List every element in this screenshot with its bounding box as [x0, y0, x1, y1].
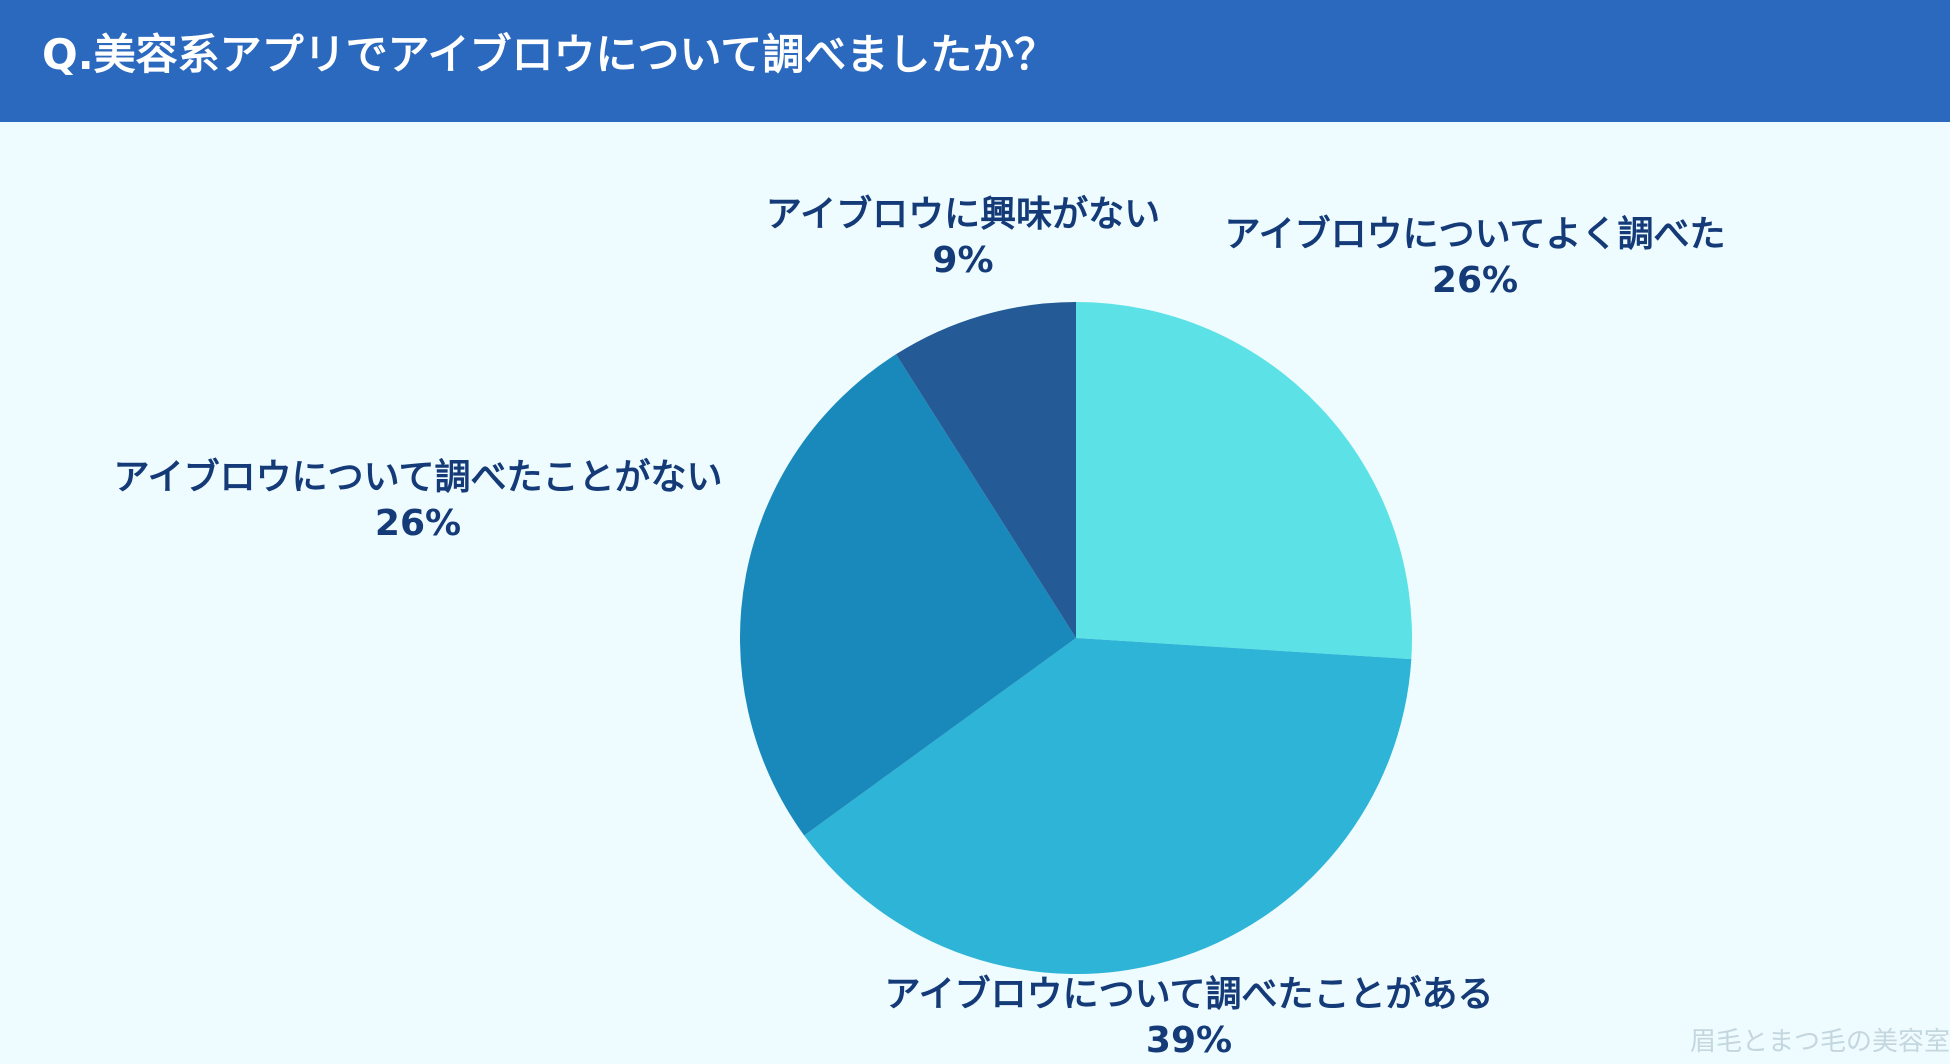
- slice-value-label: 26%: [374, 503, 462, 544]
- slice-label-never-studied: アイブロウについて調べたことがない 26%: [113, 455, 722, 547]
- header-bar: Q.美容系アプリでアイブロウについて調べましたか？: [0, 0, 1950, 122]
- slice-label-text: アイブロウについて調べたことがある: [884, 974, 1494, 1015]
- slice-label-study-well: アイブロウについてよく調べた 26%: [1224, 212, 1725, 304]
- slice-value-label: 26%: [1431, 260, 1519, 301]
- slice-value-label: 9%: [932, 240, 994, 281]
- slice-label-text: アイブロウについてよく調べた: [1224, 214, 1726, 255]
- pie-slice-have-studied: [804, 638, 1412, 975]
- slice-value-label: 39%: [1145, 1020, 1233, 1061]
- pie-slice-study-well: [1076, 302, 1413, 660]
- slice-label-have-studied: アイブロウについて調べたことがある 39%: [884, 972, 1493, 1064]
- slice-label-text: アイブロウに興味がない: [765, 194, 1161, 235]
- slice-label-not-interested: アイブロウに興味がない 9%: [766, 192, 1160, 284]
- pie-slice-not-interested: [895, 302, 1076, 638]
- watermark: 眉毛とまつ毛の美容室: [1689, 1027, 1950, 1057]
- pie-slice-never-studied: [739, 354, 1076, 836]
- slice-label-text: アイブロウについて調べたことがない: [113, 457, 723, 498]
- page-title: Q.美容系アプリでアイブロウについて調べましたか？: [42, 30, 1057, 79]
